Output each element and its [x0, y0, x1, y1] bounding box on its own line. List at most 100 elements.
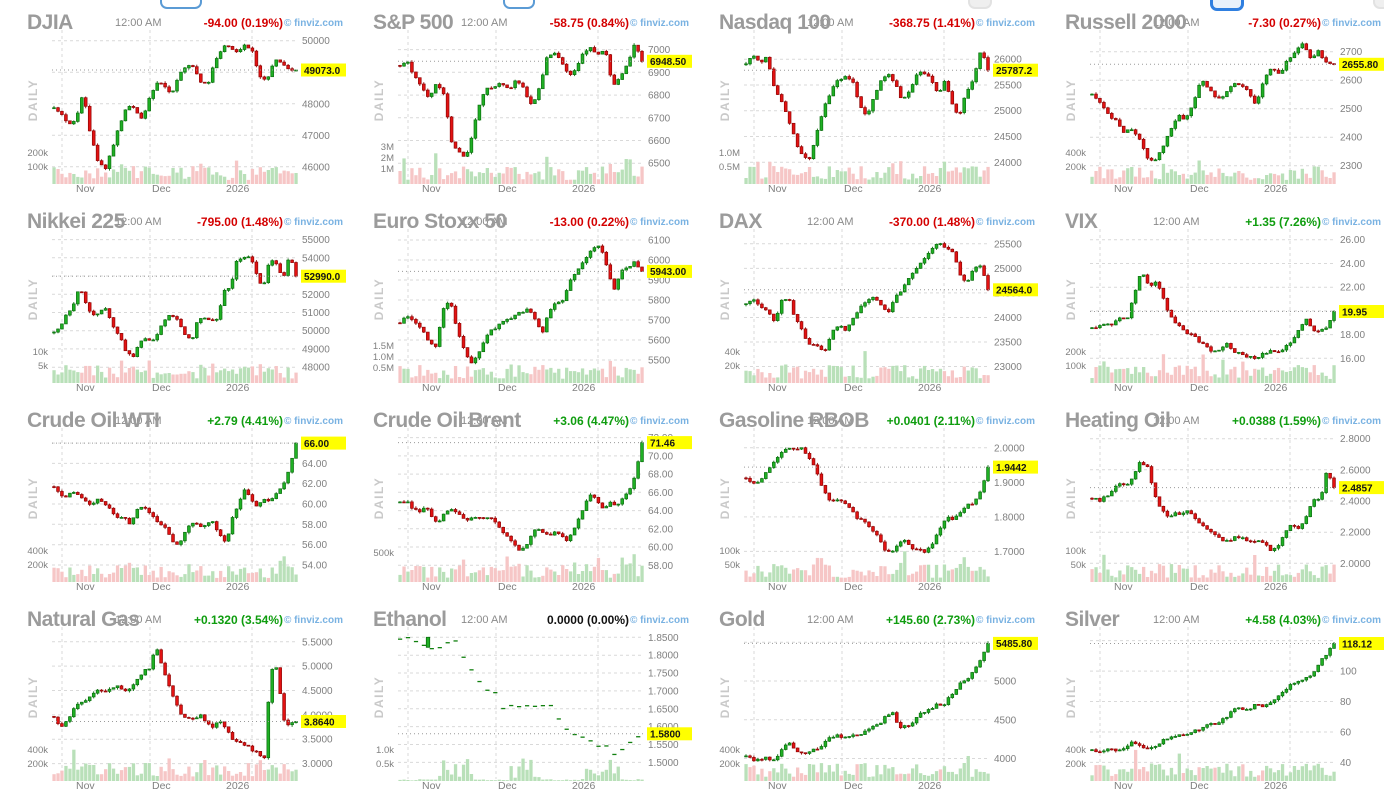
- chart-cell-natural-gas[interactable]: 5.50005.00004.50004.00003.50003.0000400k…: [0, 597, 346, 796]
- svg-text:Dec: Dec: [498, 780, 517, 792]
- daily-timeframe-label: DAILY: [718, 676, 732, 718]
- svg-text:16.00: 16.00: [1340, 354, 1365, 365]
- chart-cell-vix[interactable]: 26.0024.0022.0020.0018.0016.00200k100kNo…: [1038, 199, 1384, 398]
- finviz-watermark-link[interactable]: © finviz.com: [975, 615, 1035, 626]
- toolbar-button-fragment-1[interactable]: [160, 0, 202, 9]
- toolbar-button-fragment-3[interactable]: [968, 0, 992, 9]
- svg-text:2026: 2026: [918, 581, 942, 593]
- chart-cell-russell-2000[interactable]: 2700 2600 2500 2400 2300 400k 200k Nov Dec 2026 DA…: [1038, 0, 1384, 199]
- finviz-watermark-link[interactable]: © finviz.com: [283, 615, 343, 626]
- svg-text:60: 60: [1340, 727, 1352, 738]
- toolbar-button-fragment-2[interactable]: [503, 0, 535, 9]
- svg-text:200k: 200k: [1065, 162, 1086, 173]
- svg-text:25787.2: 25787.2: [996, 66, 1033, 77]
- chart-cell-heating-oil[interactable]: 2.8000 2.6000 2.4000 2.2000 2.0000 100k 50k Nov…: [1038, 398, 1384, 597]
- svg-text:2.6000: 2.6000: [1340, 465, 1371, 476]
- chart-cell-djia[interactable]: 5000049000480004700046000200k100kNovDec2…: [0, 0, 346, 199]
- volume-bars: [52, 360, 298, 383]
- finviz-watermark-link[interactable]: © finviz.com: [283, 18, 343, 29]
- chart-cell-nikkei-225[interactable]: 5500054000530005200051000500004900048000…: [0, 199, 346, 398]
- finviz-watermark-link[interactable]: © finviz.com: [1321, 615, 1381, 626]
- chart-cell-gold[interactable]: 5500500045004000400k200kNovDec2026DAILY5…: [692, 597, 1038, 796]
- last-price-label: 49073.0: [301, 63, 346, 77]
- svg-text:Nov: Nov: [1114, 382, 1133, 394]
- y-axis-tick-labels: 2700 2600 2500 2400 2300: [1340, 47, 1363, 172]
- chart-cell-crude-oil-wti[interactable]: 66.00 64.00 62.00 60.00 58.00 56.00 54.00 400k 2…: [0, 398, 346, 597]
- chart-cell-dax[interactable]: 25500250002450024000235002300040k20kNovD…: [692, 199, 1038, 398]
- svg-text:64.00: 64.00: [302, 459, 327, 470]
- gridlines: [398, 30, 644, 182]
- toolbar-button-fragment-4[interactable]: [1210, 0, 1244, 11]
- x-axis-labels: Nov Dec 2026: [1114, 183, 1288, 195]
- svg-text:5943.00: 5943.00: [650, 267, 687, 278]
- last-price-label: 1.9442: [993, 460, 1038, 474]
- finviz-watermark-link[interactable]: © finviz.com: [629, 615, 689, 626]
- toolbar-button-fragment-5[interactable]: [1373, 0, 1384, 9]
- candlesticks: [744, 641, 990, 762]
- chart-cell-silver[interactable]: 120100806040400k200kNovDec2026DAILY118.1…: [1038, 597, 1384, 796]
- y-axis-tick-labels: 2.0000 1.9000 1.8000 1.7000: [994, 443, 1025, 558]
- svg-text:2600: 2600: [1340, 76, 1363, 87]
- finviz-watermark-link[interactable]: © finviz.com: [629, 416, 689, 427]
- svg-text:5900: 5900: [648, 276, 671, 287]
- gridlines: [1090, 30, 1336, 182]
- chart-cell-euro-stoxx-50[interactable]: 6100 6000 5900 5800 5700 5600 5500 1.5M 1.0M 0.5M…: [346, 199, 692, 398]
- finviz-watermark-link[interactable]: © finviz.com: [975, 18, 1035, 29]
- svg-text:2026: 2026: [572, 382, 596, 394]
- svg-text:Dec: Dec: [152, 780, 171, 792]
- svg-text:2700: 2700: [1340, 47, 1363, 58]
- volume-bars: [398, 360, 644, 383]
- svg-text:Dec: Dec: [844, 382, 863, 394]
- daily-timeframe-label: DAILY: [26, 477, 40, 519]
- svg-text:2026: 2026: [226, 581, 250, 593]
- svg-text:6500: 6500: [648, 159, 671, 170]
- chart-cell-crude-oil-brent[interactable]: 72.0070.0068.0066.0064.0062.0060.0058.00…: [346, 398, 692, 597]
- finviz-watermark-link[interactable]: © finviz.com: [283, 217, 343, 228]
- svg-text:48000: 48000: [302, 99, 330, 110]
- x-axis-labels: Nov Dec 2026: [1114, 581, 1288, 593]
- svg-text:10k: 10k: [33, 347, 49, 358]
- finviz-watermark-link[interactable]: © finviz.com: [629, 217, 689, 228]
- x-axis-labels: Nov Dec 2026: [422, 382, 596, 394]
- svg-text:2026: 2026: [918, 382, 942, 394]
- svg-text:Nov: Nov: [1114, 780, 1133, 792]
- finviz-watermark-link[interactable]: © finviz.com: [1321, 217, 1381, 228]
- x-axis-labels: Nov Dec 2026: [768, 581, 942, 593]
- svg-text:1.9442: 1.9442: [996, 463, 1027, 474]
- candlesticks: [398, 43, 644, 157]
- chart-cell-gasoline-rbob[interactable]: 2.0000 1.9000 1.8000 1.7000 100k 50k Nov Dec 202…: [692, 398, 1038, 597]
- svg-text:100k: 100k: [1065, 546, 1086, 557]
- svg-text:3.8640: 3.8640: [304, 717, 335, 728]
- svg-text:18.00: 18.00: [1340, 330, 1365, 341]
- last-price-label: 52990.0: [301, 269, 346, 283]
- svg-text:40k: 40k: [725, 347, 741, 358]
- finviz-watermark-link[interactable]: © finviz.com: [283, 416, 343, 427]
- finviz-watermark-link[interactable]: © finviz.com: [975, 217, 1035, 228]
- chart-cell-nasdaq-100[interactable]: 26000 25500 25000 24500 24000 1.0M 0.5M Nov Dec 2…: [692, 0, 1038, 199]
- chart-cell-ethanol[interactable]: 1.85001.80001.75001.70001.65001.60001.55…: [346, 597, 692, 796]
- daily-timeframe-label: DAILY: [372, 676, 386, 718]
- finviz-watermark-link[interactable]: © finviz.com: [1321, 416, 1381, 427]
- volume-axis-labels: 400k 200k: [27, 745, 48, 770]
- finviz-watermark-link[interactable]: © finviz.com: [1321, 18, 1381, 29]
- candlesticks: [1090, 273, 1336, 360]
- volume-axis-labels: 500k: [373, 548, 394, 559]
- daily-timeframe-label: DAILY: [1064, 477, 1078, 519]
- svg-text:200k: 200k: [1065, 759, 1086, 770]
- svg-text:24564.0: 24564.0: [996, 286, 1033, 297]
- volume-axis-labels: 100k 50k: [719, 546, 740, 571]
- volume-bars: [52, 160, 298, 184]
- last-price-label: 19.95: [1339, 305, 1384, 318]
- svg-text:5700: 5700: [648, 316, 671, 327]
- finviz-watermark-link[interactable]: © finviz.com: [629, 18, 689, 29]
- finviz-watermark-link[interactable]: © finviz.com: [975, 416, 1035, 427]
- gridlines: [52, 627, 298, 779]
- svg-text:25000: 25000: [994, 264, 1022, 275]
- svg-text:2026: 2026: [572, 183, 596, 195]
- svg-text:Nov: Nov: [1114, 183, 1133, 195]
- svg-text:400k: 400k: [27, 745, 48, 756]
- daily-timeframe-label: DAILY: [1064, 79, 1078, 121]
- chart-cell-sandp-500[interactable]: 7000 6900 6800 6700 6600 6500 3M 2M 1M Nov Dec 2026…: [346, 0, 692, 199]
- svg-text:48000: 48000: [302, 363, 330, 374]
- svg-text:62.00: 62.00: [302, 479, 327, 490]
